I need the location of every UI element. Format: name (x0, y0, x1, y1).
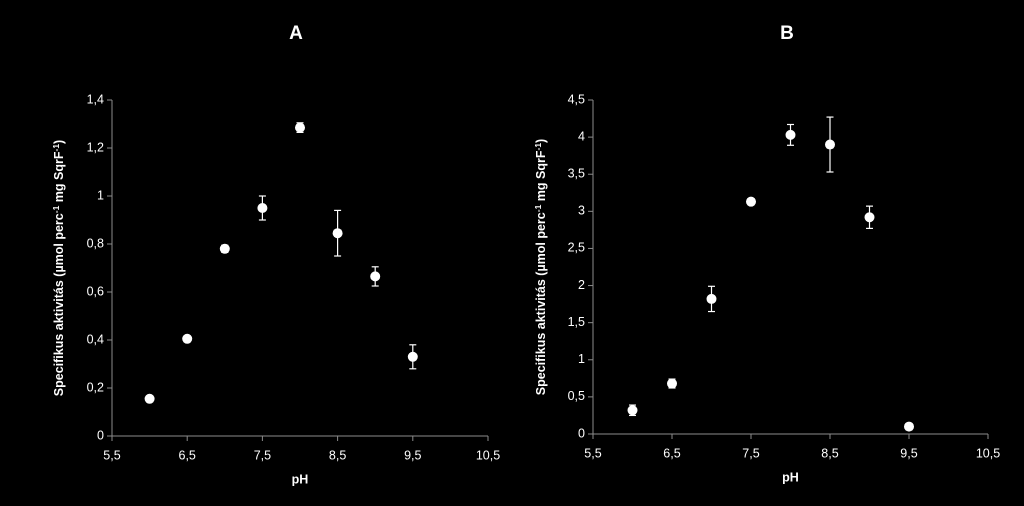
chart-a-marker (370, 271, 381, 282)
chart-b-data-point (746, 196, 756, 207)
chart-b-marker (785, 129, 796, 140)
chart-a-data-point (219, 243, 230, 254)
chart-b-y-tick-label: 0,5 (568, 389, 585, 403)
chart-a-x-tick-label: 8,5 (329, 448, 346, 462)
chart-a-y-tick-label: 1 (97, 188, 104, 202)
chart-b-data-point (627, 404, 638, 417)
chart-b-x-tick-label: 10,5 (976, 446, 1000, 460)
chart-b-marker (864, 212, 875, 223)
chart-a: A 0 0,2 0,4 0,6 0,8 1 1,2 1,4 5,5 6,5 7,5 8,5 9,5 10,5… (51, 23, 500, 486)
chart-b-y-tick-label: 3,5 (568, 167, 585, 181)
chart-b-y-axis-label: Specifikus aktivitás (µmol perc-1 mg Sqr… (533, 139, 548, 395)
chart-a-x-tick-label: 10,5 (476, 448, 500, 462)
chart-a-marker (144, 393, 155, 404)
chart-a-data-point (257, 195, 268, 221)
chart-b: B 0 0,5 1 1,5 2 2,5 3 3,5 4 4,5 5,5 6,5 7,5 8,5 9,5 10,5… (533, 23, 1000, 484)
chart-b-x-tick-label: 7,5 (742, 446, 759, 460)
chart-a-data-point (370, 266, 381, 287)
chart-a-y-tick-label: 0 (97, 428, 104, 442)
chart-a-y-axis-label: Specifikus aktivitás (µmol perc-1 mg Sqr… (51, 140, 66, 396)
chart-a-marker (295, 122, 305, 133)
chart-a-x-tick-label: 9,5 (404, 448, 421, 462)
chart-a-marker (407, 351, 418, 362)
chart-b-marker (667, 378, 677, 389)
chart-a-y-tick-label: 0,2 (87, 380, 104, 394)
chart-a-y-tick-label: 0,6 (87, 284, 104, 298)
chart-b-y-tick-label: 1 (578, 352, 585, 366)
chart-b-y-tick-label: 2 (578, 278, 585, 292)
chart-b-y-tick-label: 4 (578, 129, 585, 143)
chart-b-title: B (780, 23, 794, 44)
chart-a-data-point (182, 333, 193, 344)
chart-b-x-tick-label: 9,5 (900, 446, 917, 460)
chart-b-data-point (785, 123, 796, 146)
chart-b-data-point (825, 116, 835, 173)
chart-a-data-point (407, 344, 418, 370)
chart-a-marker (332, 228, 343, 239)
chart-b-marker (706, 293, 717, 304)
chart-b-data-point (667, 378, 677, 389)
chart-b-x-tick-label: 5,5 (584, 446, 601, 460)
chart-b-y-tick-label: 1,5 (568, 315, 585, 329)
chart-a-x-tick-label: 5,5 (103, 448, 120, 462)
chart-a-y-tick-label: 1,4 (87, 92, 104, 106)
chart-b-marker (627, 405, 638, 416)
chart-b-x-tick-label: 8,5 (821, 446, 838, 460)
chart-a-data-point (295, 122, 305, 133)
chart-b-marker (746, 196, 756, 207)
chart-a-marker (182, 333, 193, 344)
chart-a-title: A (289, 23, 303, 44)
chart-b-y-tick-label: 4,5 (568, 92, 585, 106)
chart-b-marker (904, 421, 914, 432)
chart-b-x-tick-label: 6,5 (663, 446, 680, 460)
chart-a-data-point (332, 209, 343, 257)
chart-a-y-tick-label: 1,2 (87, 140, 104, 154)
chart-a-x-tick-label: 7,5 (254, 448, 271, 462)
chart-b-data-point (864, 205, 875, 230)
chart-b-data-point (706, 285, 717, 313)
chart-b-marker (825, 139, 835, 150)
chart-b-data-point (904, 421, 914, 432)
chart-a-data-point (144, 393, 155, 404)
chart-a-y-tick-label: 0,4 (87, 332, 104, 346)
chart-b-y-tick-label: 3 (578, 204, 585, 218)
chart-a-marker (257, 203, 268, 213)
chart-a-x-tick-label: 6,5 (179, 448, 196, 462)
chart-a-x-axis-label: pH (292, 472, 309, 486)
chart-b-y-tick-label: 2,5 (568, 241, 585, 255)
chart-a-y-tick-label: 0,8 (87, 236, 104, 250)
chart-b-x-axis-label: pH (782, 470, 799, 484)
chart-b-y-tick-label: 0 (578, 426, 585, 440)
chart-a-marker (219, 243, 230, 254)
